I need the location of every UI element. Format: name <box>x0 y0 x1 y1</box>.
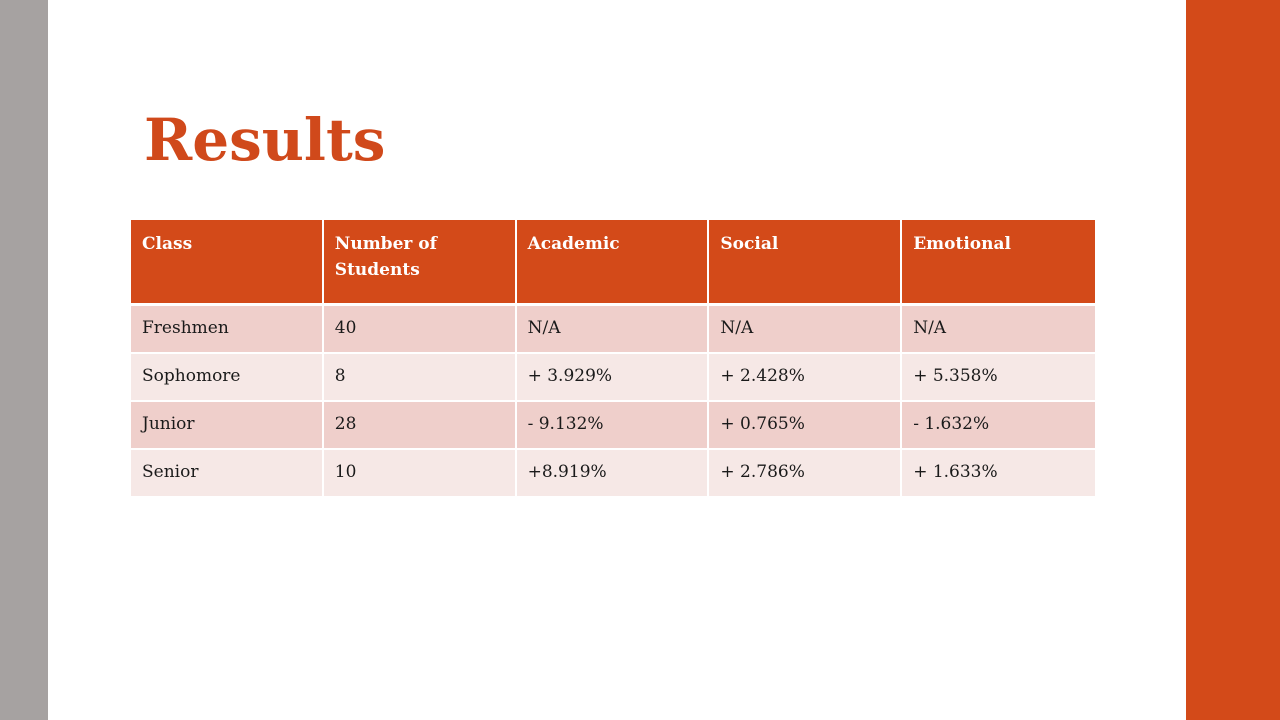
cell-social: + 0.765% <box>709 402 903 450</box>
table-row: Freshmen 40 N/A N/A N/A <box>131 306 1095 354</box>
table-row: Senior 10 +8.919% + 2.786% + 1.633% <box>131 450 1095 498</box>
cell-number-of-students: 40 <box>323 306 517 354</box>
cell-number-of-students: 8 <box>323 354 517 402</box>
cell-academic: - 9.132% <box>516 402 710 450</box>
cell-class: Senior <box>131 450 324 498</box>
cell-emotional: N/A <box>902 306 1095 354</box>
cell-academic: +8.919% <box>516 450 710 498</box>
cell-emotional: - 1.632% <box>902 402 1095 450</box>
cell-class: Junior <box>131 402 324 450</box>
cell-social: + 2.786% <box>709 450 903 498</box>
results-table: Class Number of Students Academic Social… <box>131 220 1095 498</box>
cell-number-of-students: 28 <box>323 402 517 450</box>
cell-social: + 2.428% <box>709 354 903 402</box>
header-number-of-students: Number of Students <box>323 220 517 306</box>
cell-class: Sophomore <box>131 354 324 402</box>
cell-academic: + 3.929% <box>516 354 710 402</box>
table-row: Sophomore 8 + 3.929% + 2.428% + 5.358% <box>131 354 1095 402</box>
header-social: Social <box>709 220 903 306</box>
right-accent-bar <box>1186 0 1280 720</box>
table-row: Junior 28 - 9.132% + 0.765% - 1.632% <box>131 402 1095 450</box>
header-emotional: Emotional <box>902 220 1095 306</box>
cell-class: Freshmen <box>131 306 324 354</box>
cell-emotional: + 5.358% <box>902 354 1095 402</box>
cell-number-of-students: 10 <box>323 450 517 498</box>
header-academic: Academic <box>516 220 710 306</box>
cell-social: N/A <box>709 306 903 354</box>
table-header-row: Class Number of Students Academic Social… <box>131 220 1095 306</box>
header-class: Class <box>131 220 324 306</box>
left-accent-bar <box>0 0 48 720</box>
slide-title: Results <box>144 106 386 174</box>
cell-academic: N/A <box>516 306 710 354</box>
cell-emotional: + 1.633% <box>902 450 1095 498</box>
